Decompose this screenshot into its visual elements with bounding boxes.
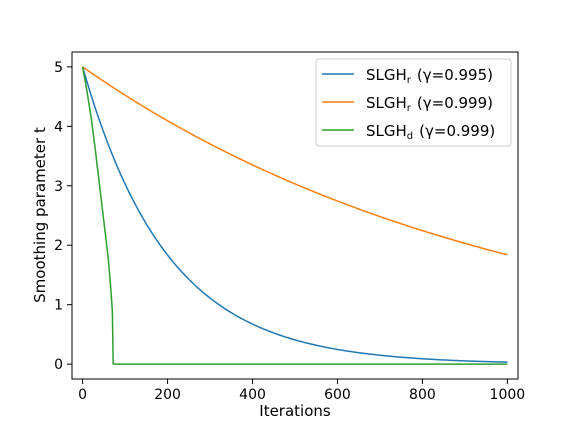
x-tick-label: 0	[78, 387, 87, 403]
legend-series-subscript: r	[407, 75, 412, 86]
plot-frame	[71, 51, 519, 380]
legend-entry: SLGHr (γ=0.995)	[366, 66, 493, 86]
series-line-2	[82, 66, 508, 256]
x-tick-label: 400	[239, 387, 266, 403]
legend-series-subscript: r	[407, 103, 412, 114]
y-tick-label: 2	[54, 238, 63, 254]
x-axis: 0 200 400 600 800 1000	[78, 379, 525, 403]
legend-series-gamma: (γ=0.999)	[417, 94, 493, 112]
x-axis-label: Iterations	[259, 402, 331, 420]
legend-series-name: SLGH	[366, 94, 407, 112]
series-line-3	[81, 66, 508, 365]
y-tick-label: 0	[54, 357, 63, 373]
series-line-1	[81, 66, 508, 363]
legend-series-gamma: (γ=0.999)	[419, 122, 495, 140]
y-axis: 0 1 2 3 4 5	[54, 60, 72, 373]
legend-series-subscript: d	[407, 131, 413, 142]
y-tick-label: 5	[54, 60, 63, 76]
x-tick-label: 600	[324, 387, 351, 403]
y-tick-label: 4	[54, 119, 63, 135]
x-tick-label: 200	[154, 387, 181, 403]
legend-series-name: SLGH	[366, 66, 407, 84]
legend-entry: SLGHd (γ=0.999)	[366, 122, 495, 142]
legend-entry: SLGHr (γ=0.999)	[366, 94, 493, 114]
x-tick-label: 800	[409, 387, 436, 403]
y-tick-label: 1	[54, 298, 63, 314]
y-axis-label: Smoothing parameter t	[31, 127, 49, 303]
legend-series-gamma: (γ=0.995)	[417, 66, 493, 84]
legend: SLGHr (γ=0.995)SLGHr (γ=0.999)SLGHd (γ=0.99…	[315, 58, 512, 147]
series-layer	[81, 66, 508, 365]
y-tick-label: 3	[54, 179, 63, 195]
legend-box	[315, 58, 512, 147]
legend-series-name: SLGH	[366, 122, 407, 140]
x-tick-label: 1000	[490, 387, 526, 403]
